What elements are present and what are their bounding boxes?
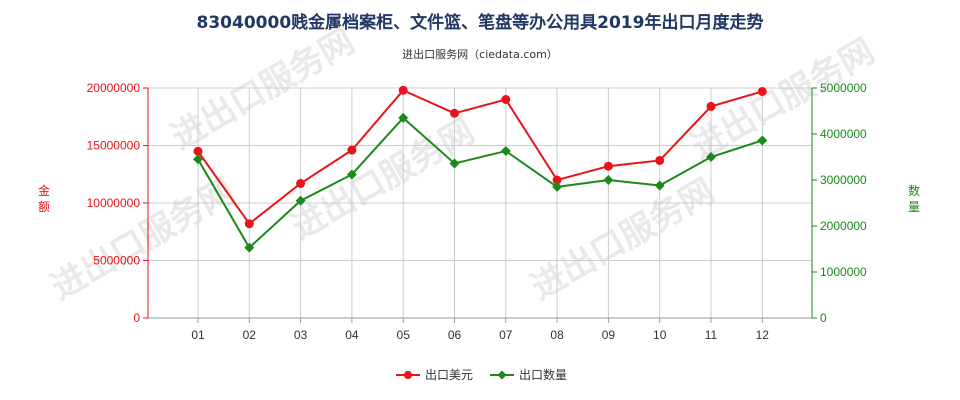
amount-point (398, 85, 408, 95)
quantity-point (244, 242, 255, 253)
right-tick-label: 2000000 (820, 219, 867, 233)
quantity-point (500, 146, 511, 157)
right-tick-label: 1000000 (820, 265, 867, 279)
x-tick-label: 06 (448, 328, 462, 342)
legend-amount-label: 出口美元 (425, 368, 473, 382)
right-tick-label: 5000000 (820, 81, 867, 95)
right-tick-label: 0 (820, 311, 827, 325)
watermark-text: 进出口服务网 (685, 31, 882, 168)
quantity-point (398, 112, 409, 123)
right-axis-title: 数量 (908, 183, 920, 214)
left-tick-label: 0 (133, 311, 140, 325)
quantity-point (295, 195, 306, 206)
x-tick-label: 10 (653, 328, 667, 342)
watermark-text: 进出口服务网 (45, 171, 242, 308)
amount-point (603, 161, 613, 171)
left-tick-label: 20000000 (87, 81, 141, 95)
x-tick-label: 09 (602, 328, 616, 342)
amount-point (450, 108, 459, 118)
x-tick-label: 05 (397, 328, 411, 342)
amount-point (552, 175, 562, 185)
x-tick-label: 02 (243, 328, 257, 342)
amount-point (706, 101, 716, 111)
chart-title: 83040000贱金属档案柜、文件篮、笔盘等办公用具2019年出口月度走势 (196, 13, 764, 33)
amount-point (296, 178, 306, 188)
chart-subtitle: 进出口服务网（ciedata.com） (402, 48, 558, 61)
x-tick-label: 11 (705, 328, 718, 342)
left-tick-label: 10000000 (87, 196, 141, 210)
watermark-text: 进出口服务网 (165, 21, 362, 158)
left-axis-title: 金额 (38, 183, 50, 214)
x-tick-label: 08 (550, 328, 564, 342)
amount-point (347, 145, 357, 155)
legend-quantity-marker (497, 370, 507, 380)
amount-series-line (197, 89, 763, 226)
x-tick-label: 04 (345, 328, 359, 342)
quantity-point (757, 135, 768, 146)
left-tick-label: 5000000 (93, 254, 140, 268)
amount-point (757, 86, 767, 96)
legend-amount-marker (404, 371, 412, 379)
x-tick-label: 01 (191, 328, 205, 342)
quantity-point (346, 169, 357, 180)
right-tick-label: 4000000 (820, 127, 867, 141)
x-tick-label: 03 (294, 328, 308, 342)
quantity-point (706, 152, 716, 162)
x-tick-label: 12 (756, 328, 770, 342)
watermark-text: 进出口服务网 (285, 111, 482, 248)
amount-point (655, 155, 665, 165)
quantity-point (603, 175, 614, 185)
quantity-series-line (197, 116, 763, 250)
quantity-point (193, 154, 203, 165)
watermark-text: 进出口服务网 (525, 171, 722, 308)
quantity-point (449, 158, 460, 169)
left-tick-label: 15000000 (87, 139, 141, 153)
amount-point (193, 146, 203, 156)
amount-point (501, 95, 511, 104)
quantity-point (552, 181, 563, 192)
legend-quantity-label: 出口数量 (519, 367, 567, 382)
amount-point (244, 219, 254, 229)
x-tick-label: 07 (499, 328, 513, 342)
quantity-point (654, 180, 665, 191)
right-tick-label: 3000000 (820, 173, 867, 187)
